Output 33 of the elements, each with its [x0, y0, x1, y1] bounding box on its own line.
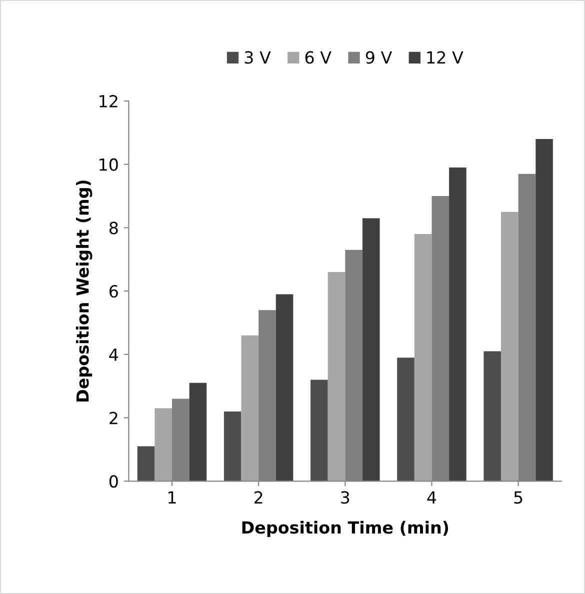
bar: [154, 408, 172, 482]
bar: [276, 294, 294, 482]
bar: [189, 382, 207, 482]
bar: [397, 358, 414, 482]
bar: [241, 335, 259, 482]
y-tick-label: 4: [109, 348, 118, 361]
x-axis-title: Deposition Time (min): [242, 520, 448, 538]
legend-label: 12 V: [427, 51, 464, 64]
bar: [536, 138, 553, 482]
bar: [500, 212, 518, 482]
y-tick-label: 2: [110, 412, 118, 424]
legend-label: 9 V: [366, 51, 392, 64]
x-tick-label: 2: [254, 491, 262, 504]
bar: [328, 272, 346, 482]
x-tick-label: 1: [168, 491, 176, 504]
legend-label: 6 V: [305, 51, 332, 64]
y-tick-label: 10: [100, 158, 118, 171]
bar: [137, 446, 155, 482]
bar: [449, 168, 466, 482]
y-tick-label: 12: [100, 94, 118, 108]
bar: [414, 234, 432, 482]
bar: [310, 380, 328, 482]
bar: [362, 218, 380, 482]
x-tick-label: 5: [514, 491, 522, 504]
legend-label: 3 V: [244, 51, 271, 64]
y-axis-title: Deposition Weight (mg): [76, 180, 92, 402]
bar: [484, 351, 501, 482]
y-tick-label: 6: [110, 285, 118, 298]
bar: [224, 411, 242, 482]
y-tick-label: 0: [109, 475, 118, 488]
x-tick-label: 4: [427, 491, 436, 504]
x-tick-label: 3: [341, 491, 350, 504]
y-tick-label: 8: [110, 222, 118, 234]
